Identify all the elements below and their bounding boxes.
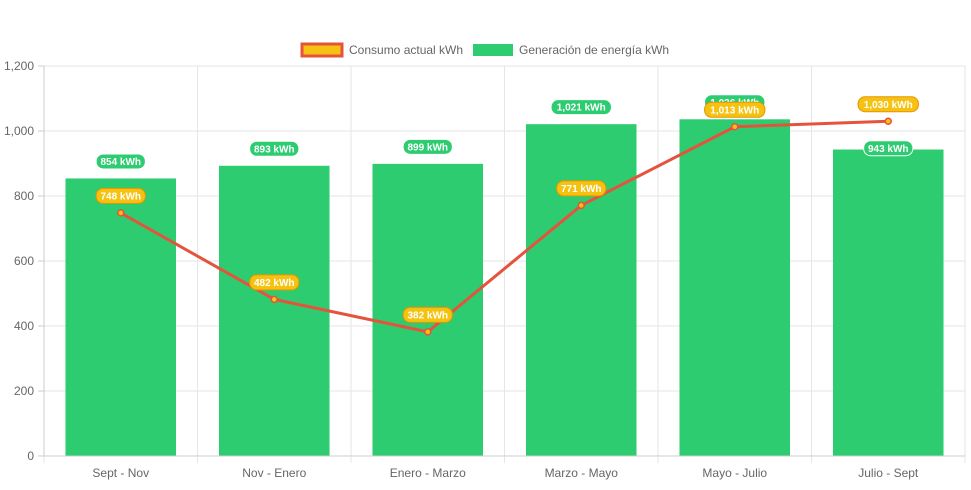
bar-value-label: 854 kWh — [100, 157, 141, 168]
line-value-label: 771 kWh — [561, 184, 602, 195]
y-tick-label: 400 — [14, 319, 34, 333]
y-tick-label: 1,200 — [4, 59, 34, 73]
bar — [65, 178, 177, 456]
bar — [218, 165, 330, 456]
line-value-label: 1,030 kWh — [864, 100, 913, 111]
x-tick-label: Mayo - Julio — [702, 466, 767, 480]
bar-value-label-bg — [863, 140, 914, 157]
line-point — [270, 295, 278, 304]
bar-value-label-bg — [95, 153, 146, 170]
line-value-label: 382 kWh — [407, 310, 448, 321]
y-tick-label: 800 — [14, 189, 34, 203]
line-point — [577, 201, 585, 210]
bar-value-label: 1,021 kWh — [557, 103, 606, 114]
line-value-label-bg — [249, 274, 300, 291]
bar-value-label-bg — [402, 138, 453, 155]
line-point — [424, 328, 432, 336]
bar-value-label: 943 kWh — [868, 144, 909, 155]
line-value-label: 482 kWh — [254, 278, 295, 289]
legend-swatch-generation — [473, 44, 513, 56]
bar-value-label-bg — [550, 99, 612, 116]
y-tick-label: 1,000 — [4, 124, 34, 138]
consumption-line — [120, 119, 889, 334]
bar-value-label-bg — [249, 140, 300, 157]
bar — [679, 119, 791, 457]
line-value-label-bg — [857, 96, 919, 113]
x-tick-label: Nov - Enero — [242, 466, 306, 480]
bar-value-label: 899 kWh — [407, 142, 448, 153]
line-value-label-bg — [95, 187, 146, 204]
x-tick-label: Julio - Sept — [858, 466, 919, 480]
bar-value-label: 893 kWh — [254, 144, 295, 155]
bar — [525, 124, 637, 457]
y-tick-label: 0 — [27, 449, 34, 463]
legend-label-consumption: Consumo actual kWh — [349, 43, 463, 57]
line-value-label: 1,013 kWh — [710, 105, 759, 116]
axes: 0 200 400 600 800 1,000 1,200 Sept - Nov Nov - E… — [4, 59, 965, 480]
bar-series — [65, 119, 944, 457]
line-series — [117, 117, 892, 336]
y-tick-label: 200 — [14, 384, 34, 398]
legend-swatch-consumption — [300, 42, 344, 58]
line-value-label-bg — [402, 306, 453, 323]
x-tick-label: Enero - Marzo — [390, 466, 466, 480]
x-tick-label: Marzo - Mayo — [545, 466, 619, 480]
grid — [43, 65, 966, 463]
line-value-label: 748 kWh — [100, 191, 141, 202]
y-tick-label: 600 — [14, 254, 34, 268]
x-tick-label: Sept - Nov — [92, 466, 149, 480]
line-point — [731, 123, 739, 131]
line-value-label-bg — [556, 180, 607, 197]
legend-label-generation: Generación de energía kWh — [519, 43, 669, 57]
line-point — [117, 209, 125, 217]
line-point — [884, 117, 892, 125]
line-value-label-bg — [704, 101, 766, 118]
bar — [832, 149, 944, 456]
legend: Consumo actual kWh Generación de energía … — [300, 42, 669, 58]
